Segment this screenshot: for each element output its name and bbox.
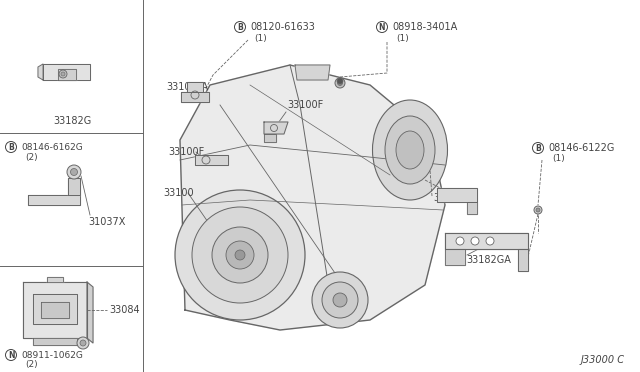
Text: (1): (1): [396, 33, 409, 42]
Text: 08146-6162G: 08146-6162G: [21, 142, 83, 151]
Circle shape: [337, 78, 343, 84]
Circle shape: [456, 237, 464, 245]
Polygon shape: [68, 178, 80, 195]
Polygon shape: [295, 65, 330, 80]
Text: (1): (1): [254, 33, 267, 42]
Circle shape: [67, 165, 81, 179]
Text: (2): (2): [25, 153, 38, 161]
Ellipse shape: [396, 131, 424, 169]
Text: 33182GB: 33182GB: [433, 193, 478, 203]
Polygon shape: [518, 249, 528, 271]
Polygon shape: [33, 294, 77, 324]
Polygon shape: [87, 282, 93, 343]
Text: N: N: [8, 350, 14, 359]
Text: 08120-61633: 08120-61633: [250, 22, 315, 32]
Text: B: B: [8, 142, 14, 151]
Text: 33100F: 33100F: [287, 100, 323, 110]
Polygon shape: [264, 134, 276, 142]
Circle shape: [335, 78, 345, 88]
Text: 33084: 33084: [109, 305, 140, 315]
Circle shape: [61, 72, 65, 76]
Circle shape: [77, 337, 89, 349]
Polygon shape: [467, 202, 477, 214]
Circle shape: [235, 250, 245, 260]
Circle shape: [534, 206, 542, 214]
Circle shape: [80, 340, 86, 346]
Circle shape: [226, 241, 254, 269]
Circle shape: [486, 237, 494, 245]
Ellipse shape: [385, 116, 435, 184]
Polygon shape: [187, 82, 203, 92]
Text: 33182GA: 33182GA: [466, 255, 511, 265]
Text: 33100: 33100: [163, 188, 194, 198]
Text: 08146-6122G: 08146-6122G: [548, 143, 614, 153]
Text: N: N: [379, 22, 385, 32]
Polygon shape: [38, 64, 43, 80]
Text: 33182G: 33182G: [53, 116, 91, 126]
Circle shape: [471, 237, 479, 245]
Circle shape: [312, 272, 368, 328]
Polygon shape: [445, 233, 528, 249]
Text: 08918-3401A: 08918-3401A: [392, 22, 457, 32]
Circle shape: [175, 190, 305, 320]
Polygon shape: [47, 277, 63, 282]
Text: 33100F: 33100F: [168, 147, 204, 157]
Polygon shape: [28, 195, 80, 205]
Polygon shape: [437, 188, 477, 202]
Polygon shape: [264, 122, 288, 134]
Text: 33100FA: 33100FA: [166, 82, 208, 92]
Circle shape: [192, 207, 288, 303]
Circle shape: [337, 80, 342, 86]
Circle shape: [212, 227, 268, 283]
Polygon shape: [181, 92, 209, 102]
Polygon shape: [58, 69, 76, 80]
Text: B: B: [237, 22, 243, 32]
Ellipse shape: [372, 100, 447, 200]
Text: 08911-1062G: 08911-1062G: [21, 350, 83, 359]
Polygon shape: [195, 155, 228, 165]
Polygon shape: [43, 64, 90, 80]
Polygon shape: [445, 249, 465, 265]
Circle shape: [322, 282, 358, 318]
Circle shape: [333, 293, 347, 307]
Polygon shape: [41, 302, 69, 318]
Polygon shape: [180, 65, 445, 330]
Polygon shape: [33, 338, 77, 345]
Circle shape: [70, 169, 77, 176]
Text: (2): (2): [25, 359, 38, 369]
Circle shape: [59, 70, 67, 78]
Circle shape: [536, 208, 540, 212]
Text: B: B: [535, 144, 541, 153]
Text: 31037X: 31037X: [88, 217, 125, 227]
Text: (1): (1): [552, 154, 564, 163]
Polygon shape: [23, 282, 87, 338]
Text: J33000 C: J33000 C: [581, 355, 625, 365]
